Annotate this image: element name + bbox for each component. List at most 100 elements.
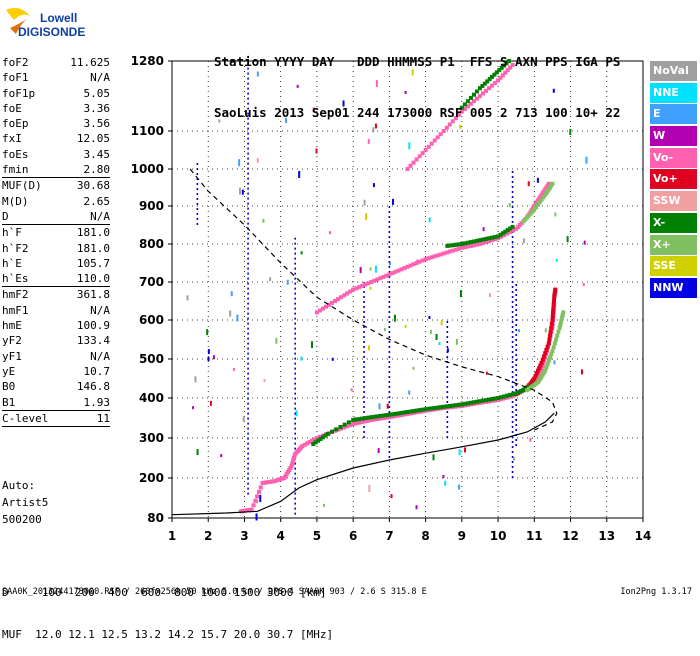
trace-point	[420, 407, 425, 412]
param-value: 12.05	[76, 132, 110, 146]
trace-point	[538, 363, 543, 368]
trace-point	[465, 401, 470, 406]
y-tick-label: 200	[139, 471, 164, 485]
background-echo	[444, 480, 447, 486]
trace-point	[545, 344, 550, 349]
trace-point	[375, 277, 380, 282]
trace-point	[480, 83, 485, 88]
trace-point	[508, 65, 513, 70]
trace-point	[456, 246, 461, 251]
trace-point	[447, 243, 452, 248]
trace-point	[253, 498, 258, 503]
trace-point	[494, 70, 499, 75]
trace-point	[393, 411, 398, 416]
legend-item-w: W	[650, 126, 697, 147]
background-echo	[372, 183, 375, 188]
trace-point	[311, 442, 316, 446]
trace-point	[251, 503, 256, 508]
trace-point	[317, 434, 322, 439]
param-row-b0: B0 146.8	[2, 379, 110, 394]
param-label: D	[2, 209, 9, 223]
param-row-hf2: h`F2 181.0	[2, 241, 110, 256]
trace-point	[372, 278, 377, 283]
trace-point	[551, 299, 556, 303]
trace-point	[381, 416, 386, 421]
trace-point	[300, 444, 305, 448]
trace-point	[456, 402, 461, 407]
trace-point	[544, 347, 549, 352]
param-label: yF2	[2, 334, 22, 348]
param-row-hes: h`Es 110.0	[2, 271, 110, 288]
param-row-foep: foEp 3.56	[2, 116, 110, 131]
trace-point	[499, 395, 504, 400]
background-echo	[429, 329, 432, 334]
trace-point	[387, 412, 392, 417]
trace-point	[402, 412, 407, 417]
trace-point	[450, 403, 455, 408]
background-echo	[363, 199, 366, 206]
trace-point	[396, 268, 401, 273]
trace-point	[498, 232, 503, 237]
x-tick-label: 12	[562, 529, 579, 543]
legend-item-noval: NoVal	[650, 61, 697, 81]
trace-point	[474, 399, 479, 404]
param-row-md: M(D) 2.65	[2, 194, 110, 209]
trace-point	[429, 141, 434, 146]
station-header: Station YYYY DAY DDD HHMMSS P1 FFS S AXN…	[214, 19, 654, 138]
background-echo	[442, 475, 445, 479]
param-row-fof1: foF1 N/A	[2, 70, 110, 85]
background-echo	[238, 159, 241, 167]
trace-point	[453, 403, 458, 408]
background-echo	[315, 148, 318, 154]
background-echo	[300, 251, 303, 255]
trace-point	[366, 418, 371, 423]
trace-point	[490, 397, 495, 402]
background-echo	[263, 378, 266, 382]
background-echo	[207, 349, 210, 355]
background-echo	[375, 80, 378, 88]
trace-point	[484, 398, 488, 403]
trace-point	[423, 407, 428, 412]
trace-point	[534, 371, 539, 376]
trace-point	[510, 62, 515, 67]
param-label: fmin	[2, 163, 29, 177]
trace-point	[553, 287, 558, 292]
trace-point	[487, 236, 492, 241]
param-label: foEs	[2, 147, 29, 161]
background-echo	[300, 356, 303, 361]
trace-point	[441, 129, 446, 133]
background-echo	[435, 334, 438, 341]
background-echo	[262, 218, 265, 223]
trace-point	[496, 234, 501, 239]
background-echo	[513, 457, 516, 461]
background-echo	[230, 291, 233, 297]
file-info: SAA0K_2013244173000.RSF / 260fx256h 50 k…	[2, 587, 427, 597]
trace-point	[438, 132, 443, 137]
background-echo	[342, 100, 345, 107]
background-echo	[323, 503, 326, 507]
trace-point	[508, 229, 513, 234]
background-echo	[196, 449, 199, 456]
polarization-legend: NoVal NNE E W Vo- Vo+ SSW X- X+ SSE NNW	[650, 61, 697, 300]
legend-item-vo: Vo-	[650, 147, 697, 168]
trace-point	[539, 197, 544, 202]
trace-point	[435, 405, 440, 410]
background-echo	[544, 328, 547, 333]
trace-point	[384, 415, 389, 420]
trace-point	[505, 228, 510, 233]
background-echo	[236, 314, 239, 322]
trace-point	[485, 79, 490, 84]
trace-point	[357, 417, 362, 422]
background-echo	[458, 484, 461, 490]
trace-point	[255, 494, 260, 499]
background-echo	[194, 376, 197, 383]
trace-point	[498, 397, 503, 402]
trace-point	[557, 325, 562, 330]
trace-point	[560, 315, 565, 320]
param-label: C-level	[2, 411, 49, 425]
trace-point	[432, 254, 437, 259]
trace-point	[351, 287, 356, 292]
trace-point	[511, 392, 516, 397]
trace-point	[555, 333, 560, 338]
param-label: foF1	[2, 71, 29, 85]
